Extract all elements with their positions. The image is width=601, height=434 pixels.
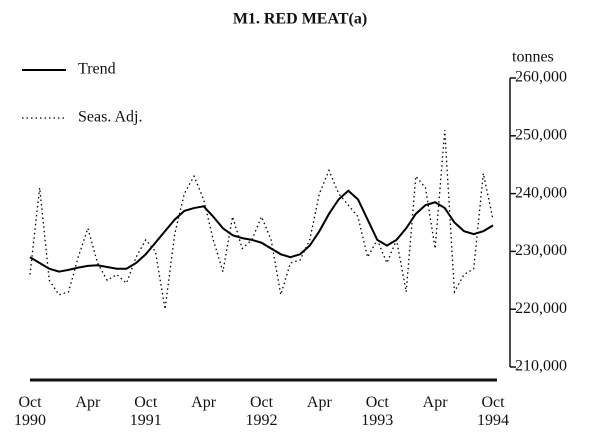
y-tick-label: 210,000 [515,358,567,375]
chart-title: M1. RED MEAT(a) [233,11,367,28]
legend-label: Seas. Adj. [78,109,142,126]
x-tick-label: Oct 1990 [14,394,46,429]
x-tick-label: Apr [75,394,101,411]
series-line [29,129,494,310]
x-tick-label: Oct 1992 [245,394,278,429]
y-axis-label: tonnes [512,49,554,66]
x-tick-label: Oct 1991 [129,394,162,429]
series-line [29,189,494,273]
y-tick-label: 260,000 [515,69,567,86]
x-tick-label: Oct 1994 [477,394,509,429]
x-tick-label: Apr [422,394,448,411]
legend-label: Trend [78,61,116,78]
x-tick-label: Oct 1993 [361,394,394,429]
y-tick-label: 220,000 [515,300,567,317]
y-tick-label: 230,000 [515,242,567,259]
x-tick-label: Apr [306,394,332,411]
y-tick-label: 240,000 [515,184,567,201]
y-tick-label: 250,000 [515,126,567,143]
x-tick-label: Apr [191,394,217,411]
